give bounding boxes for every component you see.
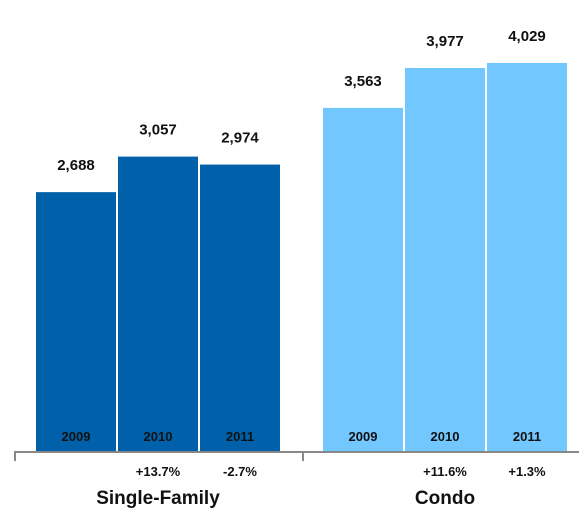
change-label-condo-2010: +11.6%: [423, 464, 467, 479]
bar-single-family-2011: [200, 164, 280, 451]
change-label-single-family-2010: +13.7%: [136, 464, 181, 479]
value-label-single-family-2009: 2,688: [57, 157, 95, 174]
axis-layer: [14, 451, 579, 461]
bar-condo-2009: [323, 107, 403, 451]
category-label-condo-2010: 2010: [431, 429, 460, 444]
value-label-single-family-2011: 2,974: [221, 130, 259, 147]
change-label-condo-2011: +1.3%: [508, 464, 546, 479]
category-label-single-family-2009: 2009: [62, 429, 91, 444]
category-label-condo-2011: 2011: [513, 429, 541, 444]
value-label-condo-2011: 4,029: [508, 28, 546, 45]
category-label-condo-2009: 2009: [349, 429, 378, 444]
value-label-condo-2010: 3,977: [426, 33, 464, 50]
labels-layer: 2,688 2009 3,057 2010 +13.7% 2,974 2011 -2.7%Si…: [57, 28, 546, 509]
bar-condo-2011: [487, 62, 567, 452]
category-label-single-family-2010: 2010: [144, 429, 173, 444]
group-label-condo: Condo: [415, 488, 475, 509]
value-label-single-family-2010: 3,057: [139, 122, 177, 139]
category-label-single-family-2011: 2011: [226, 429, 254, 444]
change-label-single-family-2011: -2.7%: [223, 464, 257, 479]
bar-single-family-2009: [36, 192, 116, 451]
bars-layer: [36, 62, 567, 452]
value-label-condo-2009: 3,563: [344, 73, 382, 90]
bar-condo-2010: [405, 67, 485, 451]
group-label-single-family: Single-Family: [96, 488, 220, 509]
bar-single-family-2010: [118, 156, 198, 452]
